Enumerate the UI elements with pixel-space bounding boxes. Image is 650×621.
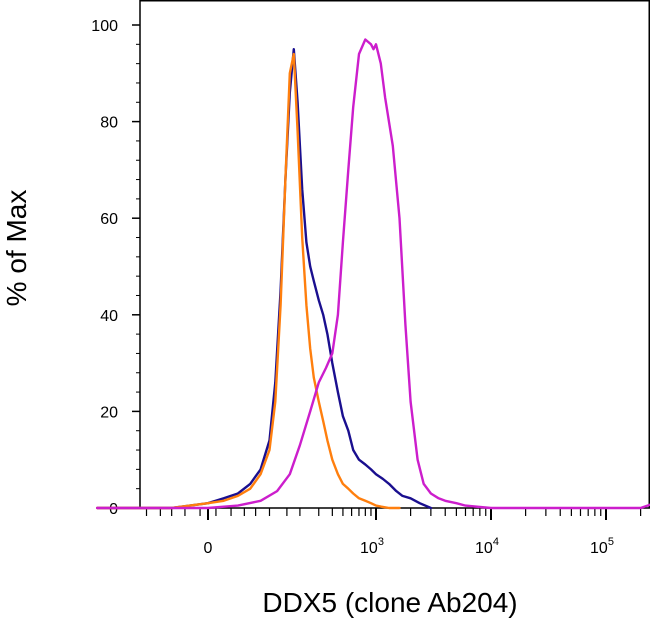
y-tick-label: 20 [100,404,118,421]
y-tick-label: 100 [91,18,118,35]
y-axis-title: % of Max [1,190,32,307]
series-line-0 [95,48,433,510]
y-tick-label: 40 [100,308,118,325]
series-layer [95,38,650,510]
y-tick-label: 0 [109,501,118,518]
x-tick-label: 0 [204,540,213,557]
x-axis-title: DDX5 (clone Ab204) [262,587,517,618]
series-line-1 [95,52,401,510]
x-tick-label: 105 [590,536,614,557]
x-axis-ticks: 0 103 104 105 [145,508,642,557]
x-tick-label: 103 [360,536,384,557]
x-tick-label: 104 [475,536,499,557]
y-tick-label: 60 [100,211,118,228]
y-axis-ticks: 0 20 40 60 80 100 [91,18,140,518]
series-line-2 [95,38,650,510]
y-tick-label: 80 [100,115,118,132]
